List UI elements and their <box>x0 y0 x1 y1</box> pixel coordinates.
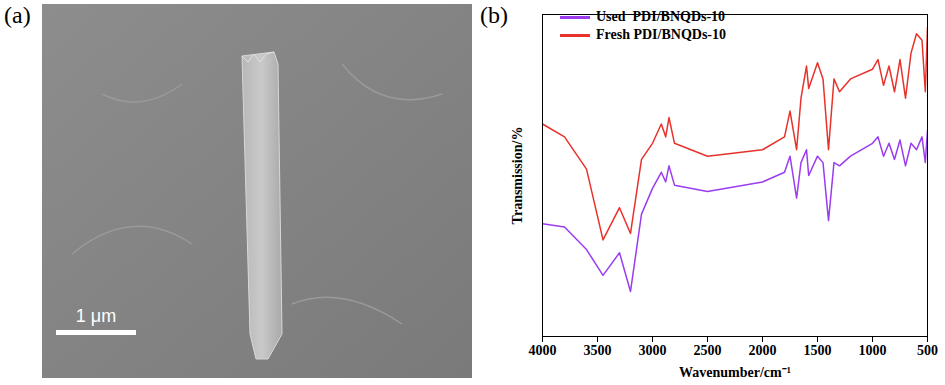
html-text:Used PDI/BNQDs-10: Used PDI/BNQDs-10 <box>596 9 726 24</box>
html-text:Fresh PDI/BNQDs-10: Fresh PDI/BNQDs-10 <box>596 27 726 42</box>
svg-text:1 μm: 1 μm <box>76 306 116 326</box>
svg-text:1500: 1500 <box>804 343 832 358</box>
svg-text:1000: 1000 <box>859 343 887 358</box>
svg-text:Transmission/%: Transmission/% <box>510 127 525 225</box>
svg-text:500: 500 <box>917 343 938 358</box>
svg-text:3500: 3500 <box>584 343 612 358</box>
svg-text:Wavenumber/cm⁻¹: Wavenumber/cm⁻¹ <box>679 365 791 380</box>
html-text:(b): (b) <box>480 2 508 28</box>
svg-text:3000: 3000 <box>639 343 667 358</box>
html-text:(a): (a) <box>4 2 31 28</box>
svg-text:4000: 4000 <box>529 343 557 358</box>
svg-text:2000: 2000 <box>749 343 777 358</box>
svg-text:2500: 2500 <box>694 343 722 358</box>
